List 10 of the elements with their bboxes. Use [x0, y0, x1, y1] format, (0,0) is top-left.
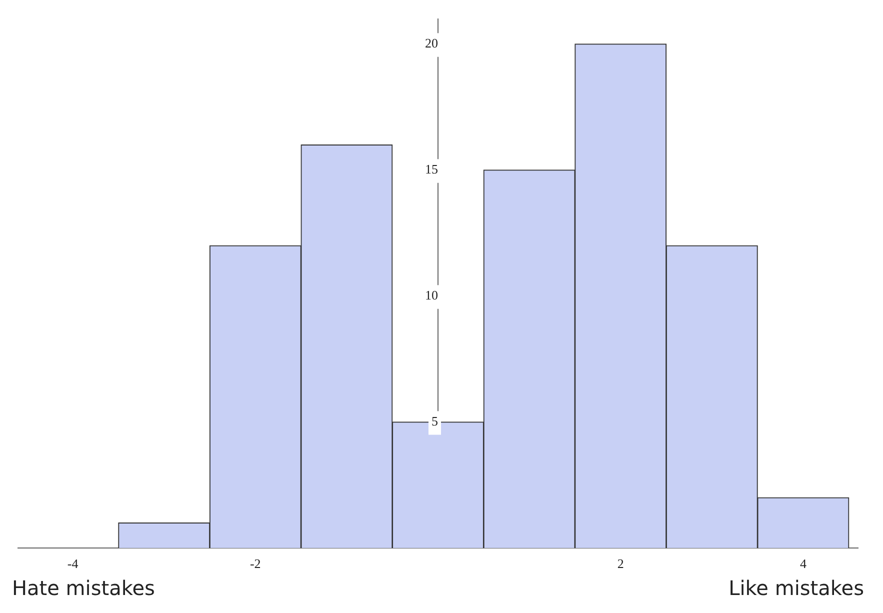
x-tick-label: -2	[250, 556, 261, 572]
text: Like mistakes	[728, 576, 864, 600]
x-tick-label: -4	[67, 556, 79, 572]
y-tick-label: 10	[425, 287, 438, 302]
x-tick-label: 4	[800, 556, 807, 572]
text: Hate mistakes	[12, 576, 155, 600]
y-tick-label: 20	[425, 35, 438, 50]
y-tick-label: 5	[432, 413, 438, 428]
y-tick-label: 15	[425, 161, 438, 176]
x-tick-label: 2	[617, 556, 624, 572]
